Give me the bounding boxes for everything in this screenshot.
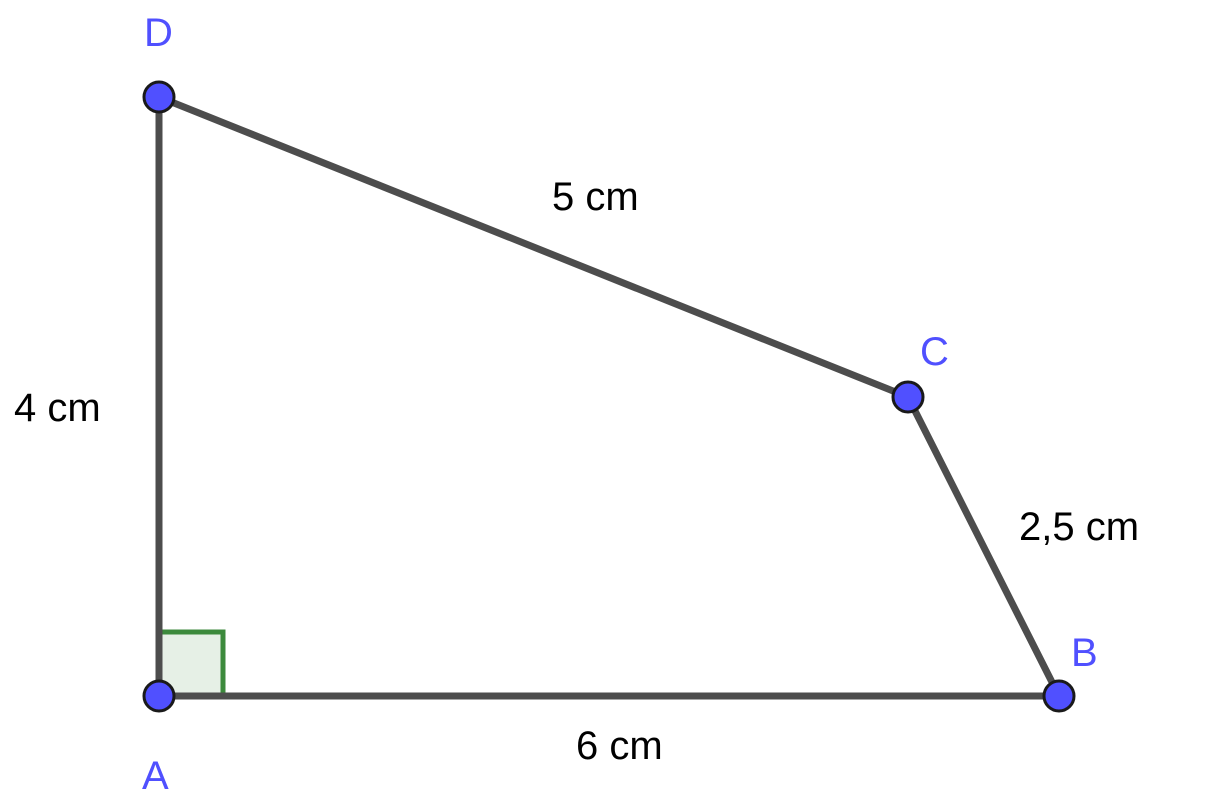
edge-bc [904,393,1063,700]
vertex-d-label: D [144,11,173,55]
vertex-a-point [142,679,176,713]
length-label-da: 4 cm [14,386,101,430]
vertex-c-label: C [920,330,949,374]
length-label-cd: 5 cm [552,175,639,219]
edge-cd [155,93,912,401]
vertex-c-point [891,380,925,414]
vertex-b-point [1042,679,1076,713]
length-label-bc: 2,5 cm [1019,505,1139,549]
length-label-ab: 6 cm [576,724,663,768]
vertex-a-label: A [142,754,169,792]
vertex-d-point [142,80,176,114]
vertex-b-label: B [1071,631,1098,675]
